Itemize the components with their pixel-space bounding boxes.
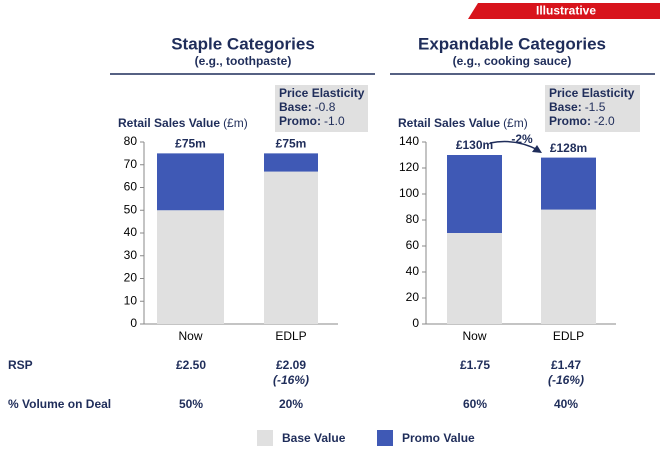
y-axis-unit: (£m): [503, 116, 528, 130]
badge: Illustrative: [536, 4, 596, 18]
bar-segment: [157, 210, 224, 324]
y-axis-label: Retail Sales Value (£m): [118, 116, 248, 130]
cell: 40%: [554, 397, 578, 411]
cell-note: (-16%): [273, 373, 309, 387]
y-tick-label: 100: [399, 186, 419, 200]
total-label: £75m: [276, 137, 307, 151]
y-tick-label: 60: [124, 180, 138, 194]
elasticity-key: Base:: [279, 100, 312, 114]
elasticity-title: Price Elasticity: [549, 86, 635, 100]
elasticity-key: Promo:: [279, 114, 321, 128]
elasticity-value: -2.0: [594, 114, 615, 128]
row-label: RSP: [8, 358, 33, 372]
y-tick-label: 30: [124, 248, 138, 262]
elasticity-title: Price Elasticity: [279, 86, 365, 100]
x-tick-label: EDLP: [553, 329, 584, 343]
bar-segment: [157, 153, 224, 211]
bar-segment: [264, 153, 318, 172]
cell: 50%: [179, 397, 203, 411]
annotation-arrow: [489, 140, 539, 151]
bar-segment: [447, 155, 502, 233]
cell: 20%: [279, 397, 303, 411]
y-tick-label: 40: [406, 264, 420, 278]
y-tick-label: 80: [406, 212, 420, 226]
y-axis-title: Retail Sales Value: [398, 116, 500, 130]
y-tick-label: 140: [399, 134, 419, 148]
legend-swatch: [377, 430, 393, 446]
y-axis-title: Retail Sales Value: [118, 116, 220, 130]
elasticity-key: Base:: [549, 100, 582, 114]
legend-label: Base Value: [282, 431, 346, 445]
elasticity-row: Base: -0.8: [279, 100, 336, 114]
annotation: -2%: [511, 132, 533, 146]
bar-segment: [541, 157, 596, 210]
arrow-head: [532, 145, 542, 153]
total-label: £128m: [550, 141, 587, 155]
elasticity-value: -1.5: [585, 100, 606, 114]
y-tick-label: 0: [130, 316, 137, 330]
cell: 60%: [463, 397, 487, 411]
y-tick-label: 80: [124, 134, 138, 148]
badge-bg: [468, 3, 660, 19]
total-label: £130m: [456, 138, 493, 152]
cell: £1.47: [551, 358, 581, 372]
elasticity-value: -0.8: [315, 100, 336, 114]
cell: £2.50: [176, 358, 206, 372]
bar-segment: [541, 209, 596, 324]
legend-label: Promo Value: [402, 431, 475, 445]
elasticity-key: Promo:: [549, 114, 591, 128]
y-tick-label: 40: [124, 225, 138, 239]
x-tick-label: Now: [462, 329, 486, 343]
elasticity-row: Promo: -2.0: [549, 114, 615, 128]
y-tick-label: 20: [124, 271, 138, 285]
y-tick-label: 0: [412, 316, 419, 330]
y-tick-label: 50: [124, 202, 138, 216]
total-label: £75m: [175, 137, 206, 151]
chart-subtitle: (e.g., toothpaste): [195, 54, 292, 68]
cell-note: (-16%): [548, 373, 584, 387]
bar-segment: [447, 233, 502, 324]
x-tick-label: Now: [178, 329, 202, 343]
y-tick-label: 70: [124, 157, 138, 171]
elasticity-box: [545, 85, 640, 132]
y-axis-unit: (£m): [223, 116, 248, 130]
chart-title: Staple Categories: [171, 34, 315, 53]
cell: £2.09: [276, 358, 306, 372]
elasticity-row: Base: -1.5: [549, 100, 606, 114]
bar-segment: [264, 171, 318, 324]
chart-subtitle: (e.g., cooking sauce): [453, 54, 572, 68]
y-axis-label: Retail Sales Value (£m): [398, 116, 528, 130]
cell: £1.75: [460, 358, 490, 372]
chart-title: Expandable Categories: [418, 34, 606, 53]
y-tick-label: 120: [399, 160, 419, 174]
y-tick-label: 60: [406, 238, 420, 252]
x-tick-label: EDLP: [275, 329, 306, 343]
y-tick-label: 10: [124, 293, 138, 307]
elasticity-box: [275, 85, 368, 132]
elasticity-row: Promo: -1.0: [279, 114, 345, 128]
legend-swatch: [257, 430, 273, 446]
y-tick-label: 20: [406, 290, 420, 304]
row-label: % Volume on Deal: [8, 397, 111, 411]
elasticity-value: -1.0: [324, 114, 345, 128]
